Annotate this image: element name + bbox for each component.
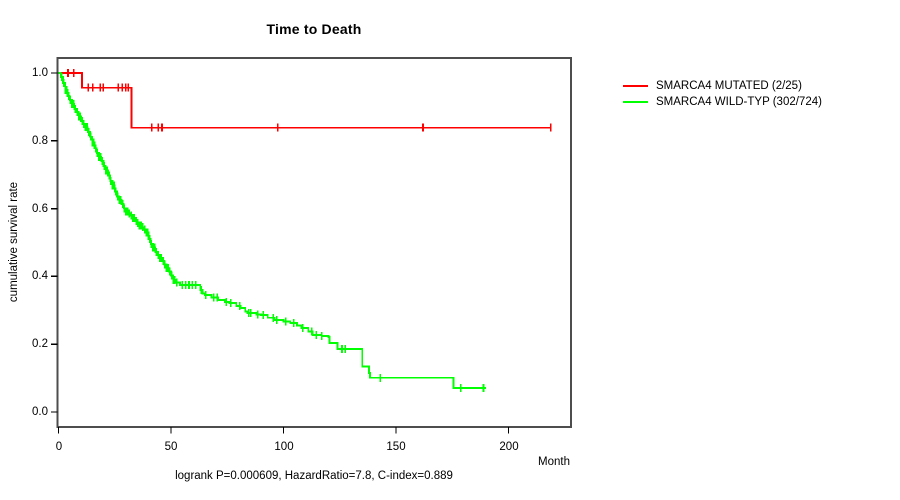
legend-row-wildtype: SMARCA4 WILD-TYP (302/724) [623,94,822,110]
y-tick-label-0.0: 0.0 [32,406,48,418]
x-tick-label-50: 50 [164,441,178,453]
x-tick-label-200: 200 [499,441,519,453]
legend-line-mutated-icon [623,85,648,87]
statistics-annotation: logrank P=0.000609, HazardRatio=7.8, C-i… [175,470,453,482]
y-tick-label-0.4: 0.4 [32,270,48,282]
legend-label-wildtype: SMARCA4 WILD-TYP (302/724) [656,96,822,108]
legend-label-mutated: SMARCA4 MUTATED (2/25) [656,80,802,92]
chart-title: Time to Death [266,21,362,37]
x-tick-label-100: 100 [274,441,294,453]
y-tick-label-0.8: 0.8 [32,135,48,147]
x-tick-label-150: 150 [386,441,406,453]
y-tick-label-0.2: 0.2 [32,338,48,350]
x-axis-title: Month [538,456,570,468]
legend-line-wildtype-icon [623,101,648,103]
y-tick-label-0.6: 0.6 [32,203,48,215]
legend: SMARCA4 MUTATED (2/25) SMARCA4 WILD-TYP … [623,78,822,110]
x-tick-label-0: 0 [55,441,63,453]
legend-row-mutated: SMARCA4 MUTATED (2/25) [623,78,822,94]
y-tick-label-1.0: 1.0 [32,67,48,79]
